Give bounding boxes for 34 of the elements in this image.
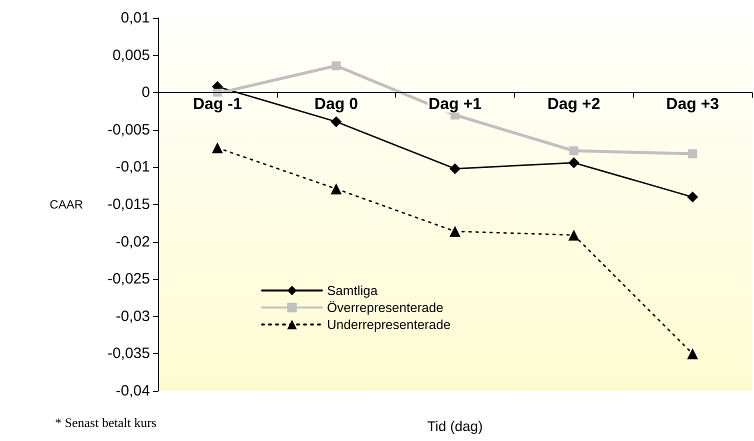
point: [688, 149, 698, 158]
x-tick-label: Dag +1: [428, 96, 482, 114]
point: [330, 116, 342, 128]
text: * Senast betalt kurs: [55, 415, 156, 430]
y-tick-label: -0,04: [116, 382, 150, 400]
y-tick-label: 0,01: [120, 10, 150, 26]
y-tick-label: 0: [142, 84, 150, 102]
x-tick-label: Dag +3: [666, 96, 720, 114]
point: [212, 142, 223, 154]
point: [450, 226, 460, 237]
legend-label: Underrepresenterade: [327, 317, 451, 332]
x-tick-label: Dag 0: [314, 96, 358, 114]
y-axis-title: CAAR: [50, 198, 84, 212]
point: [569, 146, 578, 156]
y-tick-label: -0,035: [107, 345, 150, 362]
y-tick-label: -0,025: [107, 270, 150, 288]
y-tick-label: -0,015: [107, 196, 150, 213]
y-tick-label: -0,02: [116, 233, 150, 250]
point: [687, 192, 698, 203]
point: [330, 183, 342, 194]
x-axis-title: Tid (dag): [427, 418, 483, 434]
y-tick-label: -0,03: [116, 308, 150, 325]
x-tick-label: Dag -1: [192, 96, 242, 114]
point: [332, 61, 341, 70]
legend-label: Överrepresenterade: [327, 300, 444, 315]
legend-label: Samtliga: [327, 283, 378, 298]
x-tick-label: Dag +2: [547, 96, 600, 114]
point: [568, 230, 580, 241]
point: [568, 157, 580, 168]
y-tick-label: 0,005: [112, 46, 150, 64]
y-tick-label: -0,005: [107, 121, 150, 138]
point: [450, 163, 460, 174]
y-tick-label: -0,01: [116, 158, 150, 176]
point: [687, 348, 698, 360]
